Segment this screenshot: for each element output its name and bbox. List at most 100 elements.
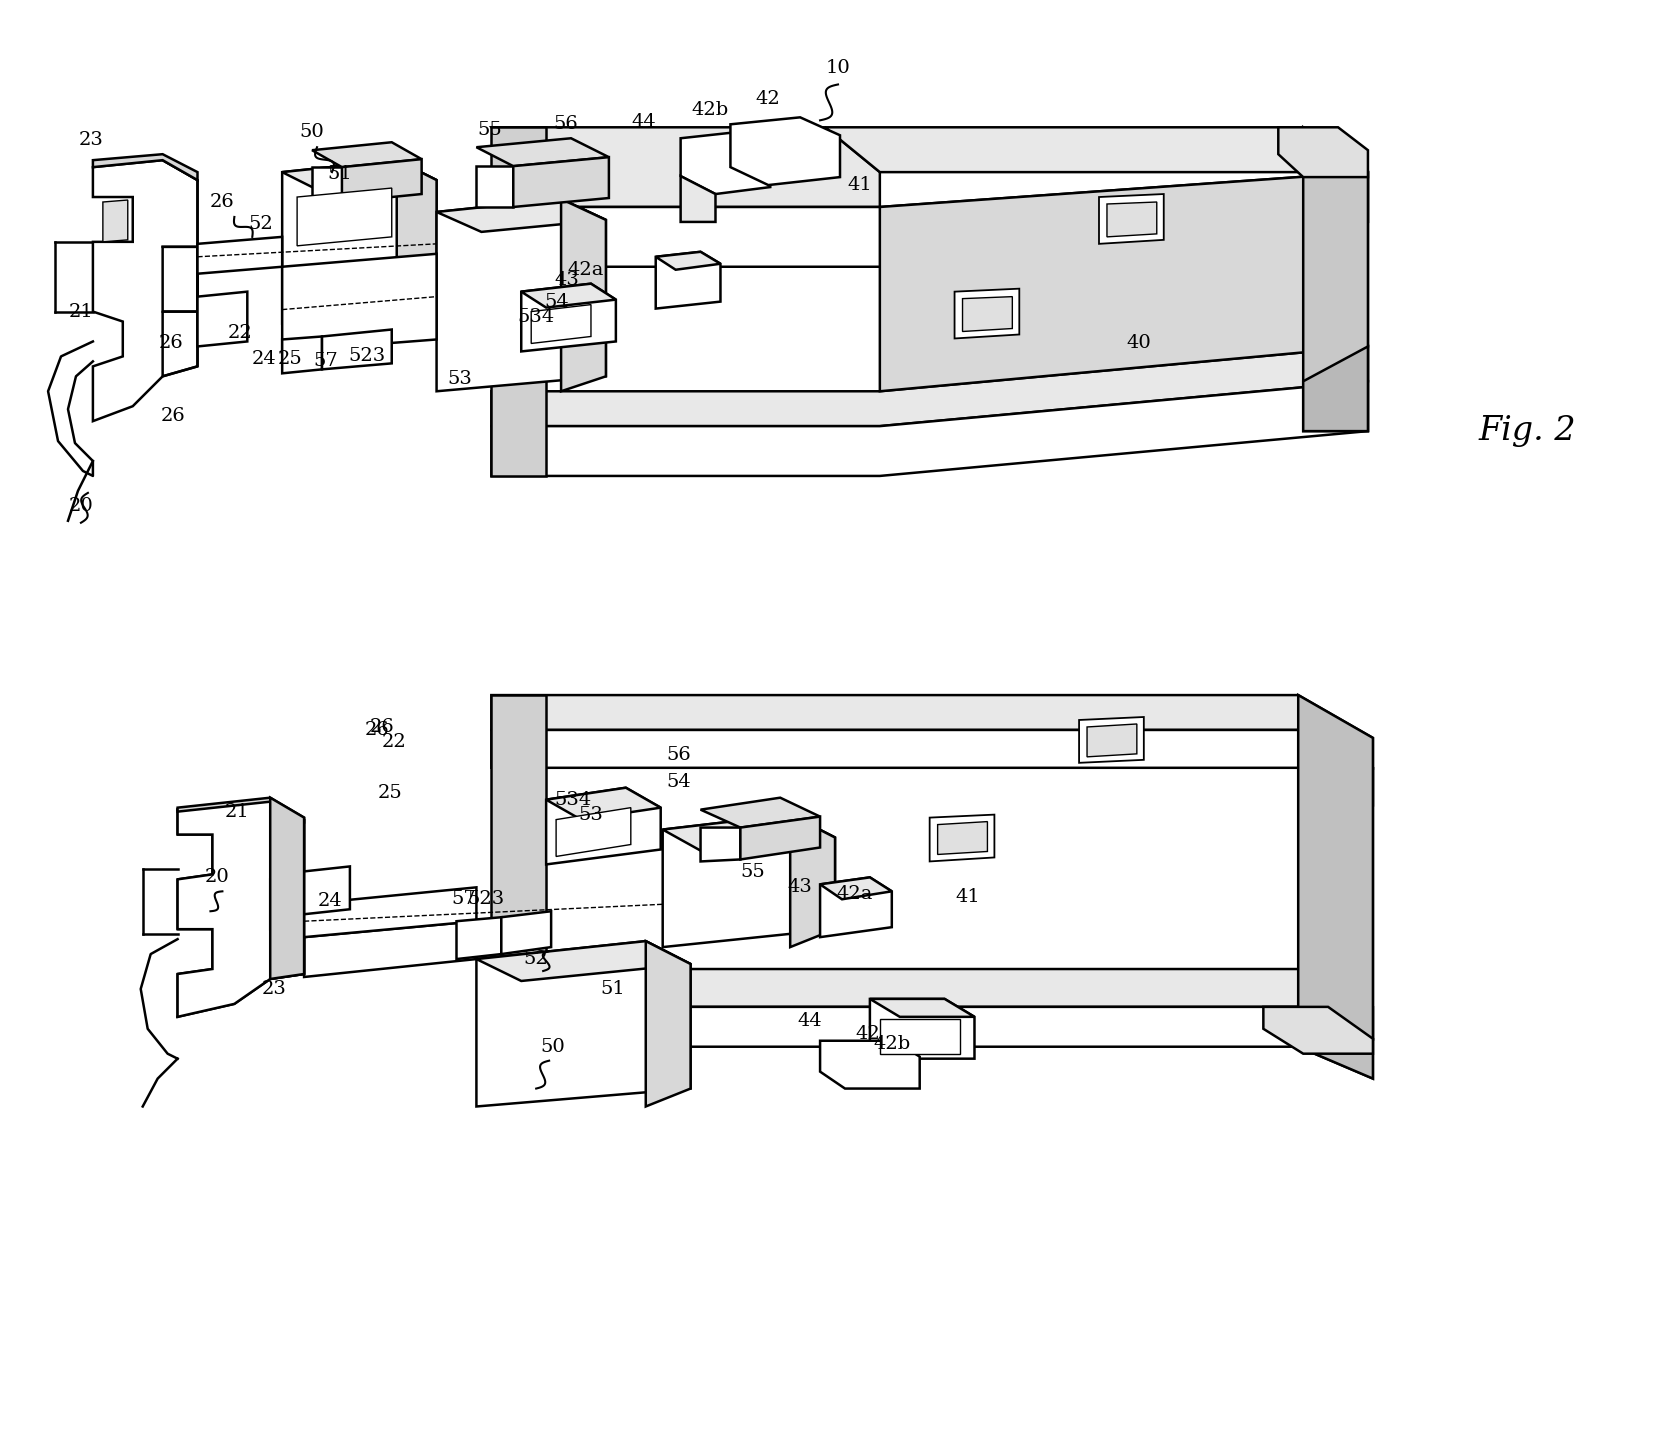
Polygon shape xyxy=(701,798,820,828)
Text: 55: 55 xyxy=(739,864,764,881)
Text: 21: 21 xyxy=(225,802,250,821)
Text: 24: 24 xyxy=(318,893,343,910)
Text: 26: 26 xyxy=(370,718,393,736)
Polygon shape xyxy=(491,346,1368,426)
Text: 22: 22 xyxy=(381,733,407,751)
Polygon shape xyxy=(879,1019,959,1053)
Text: 10: 10 xyxy=(825,59,850,76)
Polygon shape xyxy=(92,154,197,179)
Polygon shape xyxy=(282,161,437,192)
Polygon shape xyxy=(701,828,739,861)
Polygon shape xyxy=(1297,730,1373,1039)
Polygon shape xyxy=(341,159,422,202)
Polygon shape xyxy=(1107,202,1156,237)
Polygon shape xyxy=(869,999,974,1059)
Text: 26: 26 xyxy=(160,408,185,425)
Polygon shape xyxy=(1087,725,1136,756)
Text: 22: 22 xyxy=(228,324,252,343)
Text: 26: 26 xyxy=(365,720,390,739)
Polygon shape xyxy=(491,1007,1373,1079)
Polygon shape xyxy=(270,798,304,979)
Text: 57: 57 xyxy=(450,890,475,908)
Polygon shape xyxy=(820,1040,919,1089)
Polygon shape xyxy=(655,251,721,270)
Text: 56: 56 xyxy=(553,115,578,133)
Text: 55: 55 xyxy=(477,122,501,139)
Polygon shape xyxy=(731,118,840,185)
Text: 20: 20 xyxy=(69,497,94,515)
Polygon shape xyxy=(312,166,341,202)
Polygon shape xyxy=(437,199,605,232)
Text: 56: 56 xyxy=(665,746,690,763)
Polygon shape xyxy=(297,188,391,245)
Text: 25: 25 xyxy=(277,350,302,369)
Polygon shape xyxy=(92,161,197,420)
Polygon shape xyxy=(1079,718,1142,763)
Text: 21: 21 xyxy=(69,303,94,320)
Text: 44: 44 xyxy=(632,113,655,132)
Text: 23: 23 xyxy=(79,131,102,149)
Text: 44: 44 xyxy=(798,1012,822,1030)
Text: 50: 50 xyxy=(299,123,324,141)
Text: 42a: 42a xyxy=(837,885,872,903)
Polygon shape xyxy=(323,330,391,369)
Text: 42a: 42a xyxy=(568,261,603,278)
Polygon shape xyxy=(304,921,475,977)
Polygon shape xyxy=(282,254,437,352)
Text: Fig. 2: Fig. 2 xyxy=(1478,415,1576,448)
Polygon shape xyxy=(197,291,247,346)
Polygon shape xyxy=(475,941,690,1106)
Text: 523: 523 xyxy=(467,890,504,908)
Polygon shape xyxy=(491,128,546,476)
Polygon shape xyxy=(655,251,721,309)
Text: 54: 54 xyxy=(544,293,570,310)
Polygon shape xyxy=(954,288,1018,339)
Polygon shape xyxy=(739,817,820,860)
Polygon shape xyxy=(491,695,546,1046)
Polygon shape xyxy=(645,941,690,1106)
Text: 534: 534 xyxy=(517,307,554,326)
Text: 52: 52 xyxy=(524,950,548,969)
Polygon shape xyxy=(304,887,475,937)
Polygon shape xyxy=(312,142,422,166)
Polygon shape xyxy=(869,999,974,1017)
Polygon shape xyxy=(531,304,591,343)
Polygon shape xyxy=(475,941,690,982)
Text: 42: 42 xyxy=(756,90,780,109)
Polygon shape xyxy=(501,911,551,954)
Polygon shape xyxy=(1302,128,1368,430)
Polygon shape xyxy=(475,166,512,207)
Text: 20: 20 xyxy=(205,868,230,887)
Text: 52: 52 xyxy=(247,215,272,232)
Polygon shape xyxy=(1302,346,1368,430)
Polygon shape xyxy=(680,177,716,222)
Text: 24: 24 xyxy=(252,350,277,369)
Polygon shape xyxy=(546,788,660,819)
Polygon shape xyxy=(521,284,615,307)
Polygon shape xyxy=(491,172,1368,267)
Polygon shape xyxy=(491,128,879,207)
Polygon shape xyxy=(937,822,986,854)
Text: 54: 54 xyxy=(665,773,690,791)
Polygon shape xyxy=(102,199,128,243)
Text: 26: 26 xyxy=(158,334,183,353)
Text: 41: 41 xyxy=(847,177,872,194)
Polygon shape xyxy=(178,798,304,822)
Polygon shape xyxy=(662,815,835,947)
Polygon shape xyxy=(457,917,501,959)
Text: 43: 43 xyxy=(788,878,811,897)
Polygon shape xyxy=(437,199,605,392)
Text: 25: 25 xyxy=(376,784,402,802)
Text: 23: 23 xyxy=(262,980,287,997)
Text: 53: 53 xyxy=(447,370,472,389)
Polygon shape xyxy=(178,799,304,1017)
Polygon shape xyxy=(1277,128,1368,177)
Polygon shape xyxy=(790,815,835,947)
Text: 51: 51 xyxy=(328,165,353,184)
Polygon shape xyxy=(491,382,1368,476)
Polygon shape xyxy=(820,877,892,900)
Polygon shape xyxy=(197,237,282,274)
Polygon shape xyxy=(929,815,995,861)
Text: 42b: 42b xyxy=(872,1035,911,1053)
Polygon shape xyxy=(521,284,615,352)
